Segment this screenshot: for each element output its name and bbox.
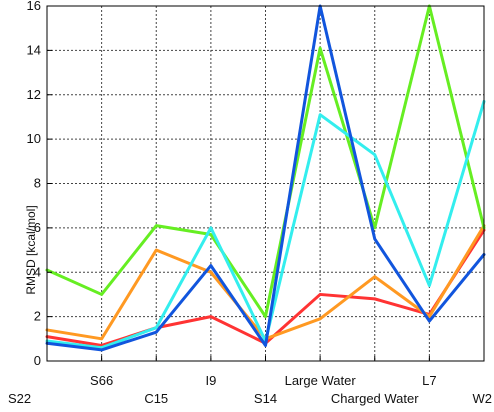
series-line-5 [45, 4, 486, 352]
y-tick-label: 12 [27, 87, 41, 102]
y-tick-labels: 0 2 4 6 8 10 12 14 16 [27, 0, 41, 368]
y-tick-label: 10 [27, 131, 41, 146]
x-tick-label: W2 [473, 391, 493, 406]
y-axis-label: RMSD [kcal/mol] [24, 205, 38, 294]
x-tick-labels: S22 S66 C15 I9 S14 Large Water Charged WaterL7… [8, 373, 492, 406]
plot-frame [46, 5, 485, 362]
series-lines [45, 4, 486, 352]
x-tick-label: S66 [90, 373, 113, 388]
x-tick-label: Charged Water [331, 391, 419, 406]
x-tick-label: S22 [8, 391, 31, 406]
x-tick-label: I9 [205, 373, 216, 388]
x-tick-label: S14 [254, 391, 277, 406]
y-tick-label: 4 [34, 264, 41, 279]
y-tick-label: 16 [27, 0, 41, 13]
x-tick-label: L7 [422, 373, 436, 388]
series-line-3 [45, 4, 486, 319]
y-tick-label: 8 [34, 176, 41, 191]
y-tick-label: 6 [34, 220, 41, 235]
y-tick-label: 14 [27, 42, 41, 57]
y-tick-label: 2 [34, 309, 41, 324]
grid-lines [47, 6, 484, 361]
x-tick-label: C15 [144, 391, 168, 406]
y-tick-label: 0 [34, 353, 41, 368]
x-tick-label: Large Water [285, 373, 357, 388]
